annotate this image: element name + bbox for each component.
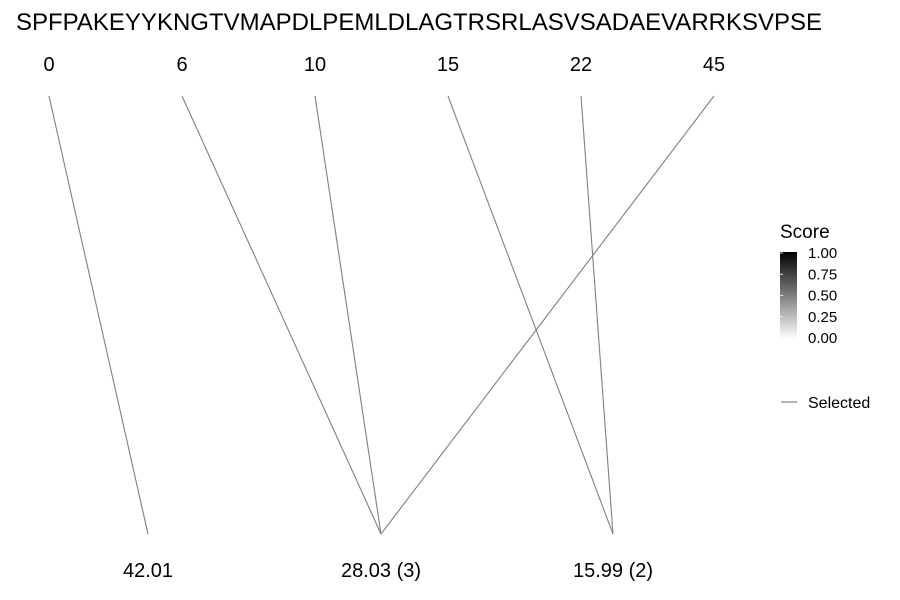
- legend-selected-label: Selected: [808, 395, 870, 412]
- top-label: 45: [703, 54, 725, 76]
- legend-tick-label: 1.00: [808, 245, 837, 262]
- legend-tick-label: 0.00: [808, 330, 837, 347]
- top-label: 22: [570, 54, 592, 76]
- top-label: 0: [43, 54, 54, 76]
- link-line: [580, 95, 614, 535]
- legend-ticks: 1.00 0.75 0.50 0.25 0.00: [780, 245, 837, 347]
- legend-tick-label: 0.75: [808, 266, 837, 283]
- legend: Score 1.00 0.75 0.50 0.25 0.00 Selected: [780, 222, 870, 412]
- legend-tick-label: 0.25: [808, 309, 837, 326]
- link-line: [447, 95, 614, 535]
- bottom-label: 42.01: [123, 560, 173, 582]
- top-label: 6: [176, 54, 187, 76]
- bottom-label: 15.99 (2): [573, 560, 653, 582]
- top-label: 15: [437, 54, 459, 76]
- bottom-labels: 42.01 28.03 (3) 15.99 (2): [123, 560, 653, 582]
- legend-title: Score: [780, 222, 830, 243]
- top-labels: 0 6 10 15 22 45: [43, 54, 725, 76]
- legend-colorbar: [780, 252, 797, 339]
- legend-tick-label: 0.50: [808, 288, 837, 305]
- peptide-sequence: SPFPAKEYYKNGTVMAPDLPEMLDLAGTRSRLASVSADAE…: [16, 9, 822, 36]
- link-line: [48, 95, 149, 535]
- bottom-label: 28.03 (3): [341, 560, 421, 582]
- link-line: [314, 95, 382, 535]
- top-label: 10: [304, 54, 326, 76]
- link-line: [181, 95, 382, 535]
- link-line: [380, 95, 715, 535]
- link-lines: [48, 95, 715, 535]
